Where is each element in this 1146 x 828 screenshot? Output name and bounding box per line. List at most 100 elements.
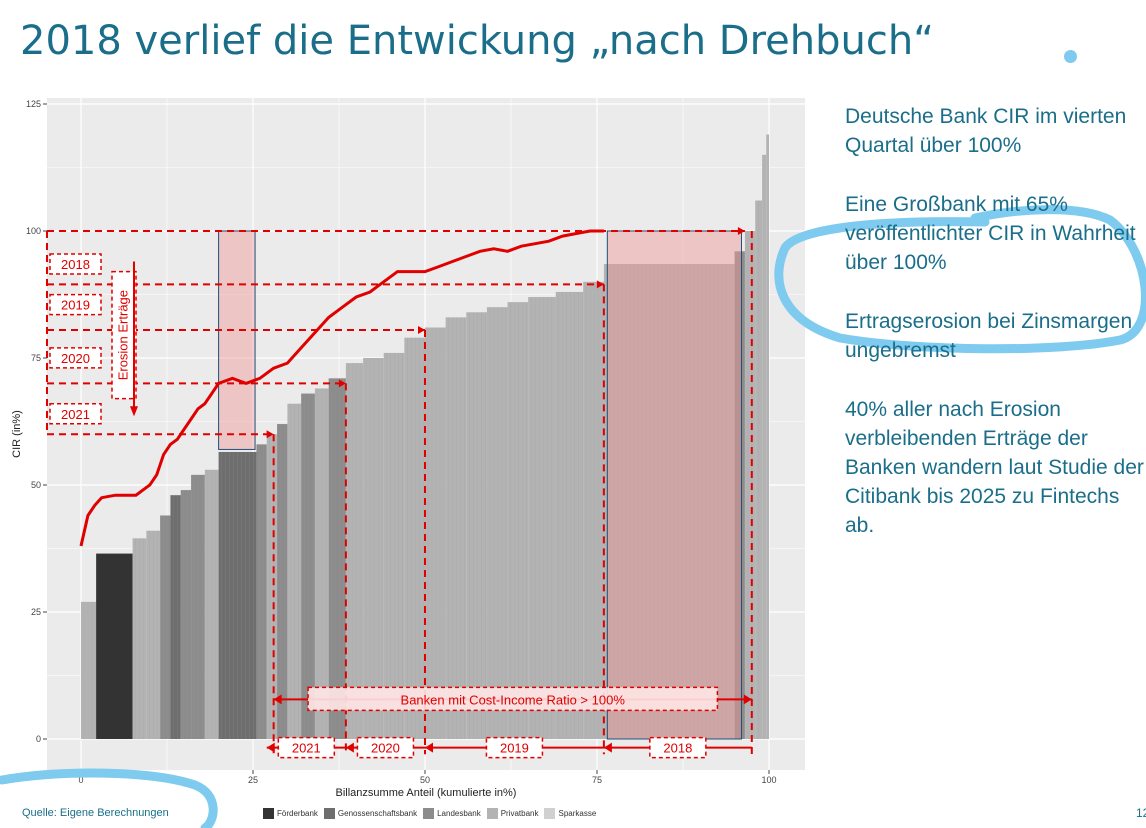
decorative-dot xyxy=(1064,50,1077,63)
year-label-left: 2018 xyxy=(61,257,90,272)
data-bar xyxy=(744,231,756,739)
data-bar xyxy=(256,444,267,739)
data-bar xyxy=(180,490,192,739)
data-bar xyxy=(160,515,171,739)
revenue-line xyxy=(79,229,604,547)
highlight-box xyxy=(218,230,256,450)
y-tick-label: 75 xyxy=(31,353,41,363)
arrowhead xyxy=(266,742,275,753)
data-bar xyxy=(81,601,97,739)
legend-item: Privatbank xyxy=(486,808,539,819)
chart-legend: Förderbank Genossenschaftsbank Landesban… xyxy=(263,808,596,819)
year-label-box xyxy=(485,736,544,759)
legend-label: Genossenschaftsbank xyxy=(337,809,418,818)
y-tick-label: 0 xyxy=(36,734,41,744)
data-bar xyxy=(170,495,181,739)
legend-label: Sparkasse xyxy=(558,809,597,818)
data-bar xyxy=(345,363,364,739)
data-bar xyxy=(363,358,384,739)
data-bar xyxy=(96,553,133,739)
legend-item: Landesbank xyxy=(423,808,481,819)
data-bar xyxy=(528,297,556,739)
bullet-item: Deutsche Bank CIR im vierten Quartal übe… xyxy=(845,105,1127,157)
legend-label: Privatbank xyxy=(500,809,539,818)
x-tick-label: 25 xyxy=(248,775,258,785)
legend-item: Förderbank xyxy=(263,808,318,819)
erosion-label-box xyxy=(111,270,137,400)
y-tick-label: 125 xyxy=(26,99,41,109)
year-label-box xyxy=(277,736,336,759)
x-axis-label: Billanzsumme Anteil (kumulierte in%) xyxy=(336,787,517,799)
year-label-box xyxy=(49,253,102,275)
legend-swatch xyxy=(323,808,335,819)
year-label-left: 2021 xyxy=(61,407,90,422)
arrowhead xyxy=(596,280,604,289)
arrowhead xyxy=(737,227,745,235)
x-tick-label: 0 xyxy=(78,775,83,785)
data-bar xyxy=(766,134,769,740)
year-label-bottom: 2020 xyxy=(371,741,400,756)
arrowhead xyxy=(130,406,138,417)
year-label-box xyxy=(649,736,707,759)
arrowhead xyxy=(425,742,433,753)
arrowhead xyxy=(418,326,425,335)
legend-swatch xyxy=(423,808,435,819)
data-bar xyxy=(555,291,584,739)
data-bar xyxy=(266,434,278,739)
bullet-item: Ertragserosion bei Zinsmargen ungebremst xyxy=(845,310,1133,362)
data-bar xyxy=(734,251,745,739)
y-tick-label: 50 xyxy=(31,480,41,490)
data-bar xyxy=(755,200,763,739)
year-label-left: 2019 xyxy=(61,298,90,313)
arrowhead xyxy=(603,742,612,753)
data-bar xyxy=(507,302,529,739)
data-bar xyxy=(404,337,425,739)
year-label-box xyxy=(49,403,102,425)
banner-box xyxy=(307,686,719,712)
data-bar xyxy=(583,281,604,739)
source-note: Quelle: Eigene Berechnungen xyxy=(22,807,169,819)
year-label-box xyxy=(49,347,102,369)
data-bar xyxy=(466,312,487,739)
legend-swatch xyxy=(263,808,274,819)
arrowhead xyxy=(743,694,752,705)
y-tick-label: 25 xyxy=(31,607,41,617)
year-label-bottom: 2021 xyxy=(292,741,321,756)
highlight-box xyxy=(606,230,742,740)
x-tick-label: 50 xyxy=(420,775,430,785)
x-tick-label: 100 xyxy=(761,775,776,785)
bullet-item: Eine Großbank mit 65% veröffentlichter C… xyxy=(845,193,1136,274)
year-label-bottom: 2018 xyxy=(663,741,692,756)
legend-swatch xyxy=(486,808,498,819)
arrowhead xyxy=(338,379,346,388)
legend-item: Sparkasse xyxy=(544,808,596,819)
bullet-item: 40% aller nach Erosion verbleibenden Ert… xyxy=(845,398,1144,537)
cir-chart: 2018 2019 2020 2021 Erosion Erträge Banken mi… xyxy=(11,98,805,799)
data-bar xyxy=(383,352,405,739)
data-bar xyxy=(486,307,508,739)
x-tick-label: 75 xyxy=(592,775,602,785)
data-bar xyxy=(277,424,288,739)
y-axis-label: CIR (in%) xyxy=(11,410,23,458)
year-label-bottom: 2019 xyxy=(500,741,529,756)
page-title: 2018 verlief die Entwickung „nach Drehbu… xyxy=(20,18,934,64)
year-label-box xyxy=(356,736,415,759)
legend-label: Förderbank xyxy=(277,809,318,818)
data-bar xyxy=(603,264,735,739)
data-bar xyxy=(445,317,467,739)
legend-swatch xyxy=(544,808,556,819)
legend-label: Landesbank xyxy=(437,809,481,818)
data-bar xyxy=(762,154,767,740)
year-label-box xyxy=(49,293,102,316)
y-tick-label: 100 xyxy=(26,226,41,236)
arrowhead xyxy=(345,742,354,753)
data-bar xyxy=(425,327,446,739)
banner-label: Banken mit Cost-Income Ratio > 100% xyxy=(401,692,626,707)
arrowhead xyxy=(273,694,282,705)
arrowhead xyxy=(266,430,274,439)
year-label-left: 2020 xyxy=(61,351,90,366)
bullet-list: Deutsche Bank CIR im vierten Quartal übe… xyxy=(845,102,1145,570)
erosion-label: Erosion Erträge xyxy=(115,290,130,380)
page-number: 12 xyxy=(1136,806,1146,820)
data-bar xyxy=(328,378,346,739)
